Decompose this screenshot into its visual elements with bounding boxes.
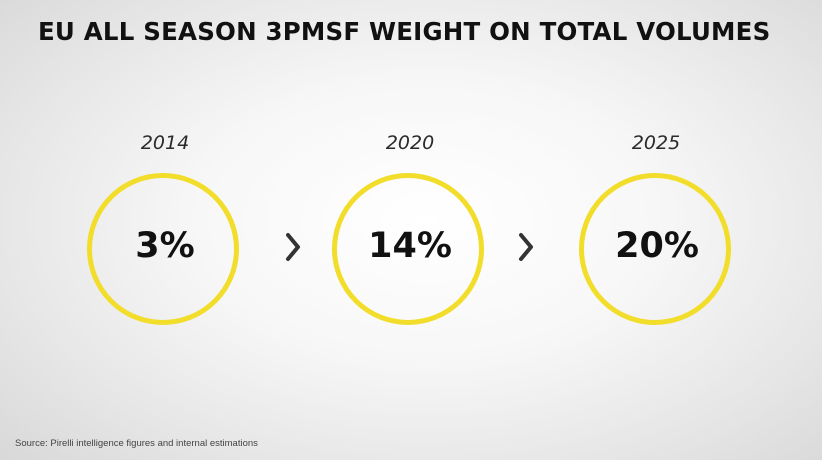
chevron-right-icon	[286, 233, 300, 261]
slide-title: EU ALL SEASON 3PMSF WEIGHT ON TOTAL VOLU…	[38, 17, 771, 46]
chevron-right-icon	[519, 233, 533, 261]
value-label-2014: 3%	[135, 226, 195, 266]
value-label-2020: 14%	[368, 226, 452, 266]
year-label-2020: 2020	[385, 132, 435, 154]
value-label-2025: 20%	[615, 226, 699, 266]
source-note: Source: Pirelli intelligence figures and…	[15, 438, 258, 449]
year-label-2014: 2014	[140, 132, 190, 154]
value-circle-2014	[87, 173, 239, 325]
year-label-2025: 2025	[631, 132, 681, 154]
value-circle-2025	[579, 173, 731, 325]
value-circle-2020	[332, 173, 484, 325]
